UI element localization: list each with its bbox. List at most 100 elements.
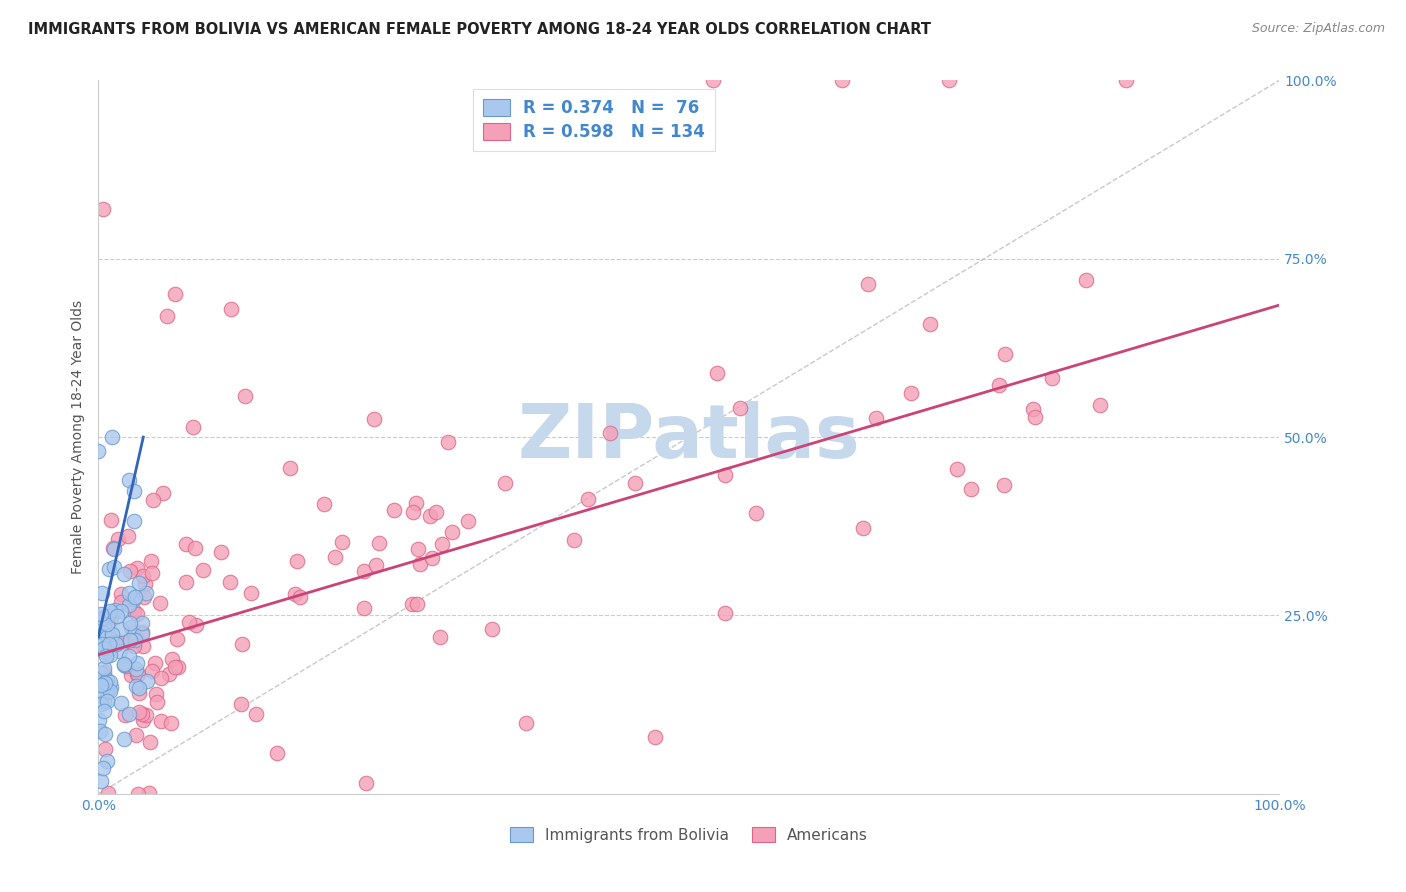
Point xyxy=(90,678,112,692)
Point xyxy=(93,665,115,680)
Point xyxy=(1040,371,1063,385)
Point xyxy=(852,521,875,535)
Point xyxy=(312,497,335,511)
Point xyxy=(90,697,112,711)
Point xyxy=(429,630,451,644)
Point xyxy=(100,430,122,444)
Point xyxy=(112,731,135,746)
Point xyxy=(103,560,125,574)
Point xyxy=(124,590,146,604)
Point xyxy=(96,616,118,631)
Point xyxy=(93,641,115,656)
Point xyxy=(290,591,312,605)
Point xyxy=(94,727,117,741)
Point xyxy=(714,468,737,483)
Point xyxy=(1021,401,1043,416)
Point xyxy=(900,385,922,400)
Point xyxy=(419,508,441,523)
Point xyxy=(96,684,118,698)
Point xyxy=(131,627,153,641)
Point xyxy=(94,741,117,756)
Point xyxy=(702,73,724,87)
Point xyxy=(938,73,960,87)
Point xyxy=(110,604,132,618)
Point xyxy=(994,347,1017,361)
Point xyxy=(132,569,155,583)
Point xyxy=(408,558,430,572)
Point xyxy=(91,202,114,216)
Point xyxy=(136,674,159,689)
Point xyxy=(128,686,150,700)
Point xyxy=(918,317,941,331)
Point xyxy=(405,495,427,509)
Point xyxy=(96,694,118,708)
Point xyxy=(125,662,148,676)
Point xyxy=(115,659,138,673)
Point xyxy=(149,596,172,610)
Point xyxy=(946,462,969,476)
Point xyxy=(89,714,111,728)
Point xyxy=(110,595,132,609)
Point xyxy=(163,287,186,301)
Point xyxy=(93,641,115,656)
Text: ZIPatlas: ZIPatlas xyxy=(517,401,860,474)
Point xyxy=(128,705,150,719)
Point xyxy=(94,676,117,690)
Point xyxy=(354,776,377,790)
Point xyxy=(118,598,141,612)
Point xyxy=(219,575,242,590)
Point xyxy=(728,401,751,416)
Point xyxy=(87,641,110,656)
Point xyxy=(128,681,150,695)
Point xyxy=(166,632,188,646)
Point xyxy=(98,562,121,576)
Point xyxy=(114,707,136,722)
Point xyxy=(515,715,537,730)
Point xyxy=(714,606,737,620)
Point xyxy=(124,632,146,647)
Point xyxy=(1074,273,1097,287)
Point xyxy=(278,460,301,475)
Point xyxy=(112,657,135,672)
Point xyxy=(624,476,647,491)
Point xyxy=(406,597,429,611)
Point xyxy=(145,688,167,702)
Point xyxy=(233,389,256,403)
Point xyxy=(101,541,124,556)
Point xyxy=(112,657,135,671)
Point xyxy=(96,630,118,644)
Point xyxy=(118,586,141,600)
Point xyxy=(219,301,242,316)
Point xyxy=(93,661,115,675)
Point xyxy=(125,656,148,670)
Point xyxy=(112,635,135,649)
Point xyxy=(132,640,155,654)
Point xyxy=(87,675,110,690)
Point xyxy=(184,618,207,632)
Point xyxy=(142,493,165,508)
Point xyxy=(93,637,115,651)
Point xyxy=(1088,398,1111,412)
Point xyxy=(135,707,157,722)
Point xyxy=(98,604,121,618)
Point xyxy=(145,656,167,670)
Point xyxy=(138,735,160,749)
Point xyxy=(368,535,391,549)
Point xyxy=(284,587,307,601)
Point xyxy=(402,505,425,519)
Point xyxy=(100,514,122,528)
Point xyxy=(96,673,118,687)
Point xyxy=(125,679,148,693)
Point xyxy=(1024,410,1046,425)
Point xyxy=(89,724,111,739)
Point xyxy=(132,713,155,727)
Point xyxy=(134,577,156,591)
Point xyxy=(105,633,128,648)
Point xyxy=(135,586,157,600)
Point xyxy=(432,537,454,551)
Point xyxy=(120,633,142,648)
Point xyxy=(118,707,141,722)
Point xyxy=(124,592,146,607)
Point xyxy=(101,627,124,641)
Point xyxy=(191,563,214,577)
